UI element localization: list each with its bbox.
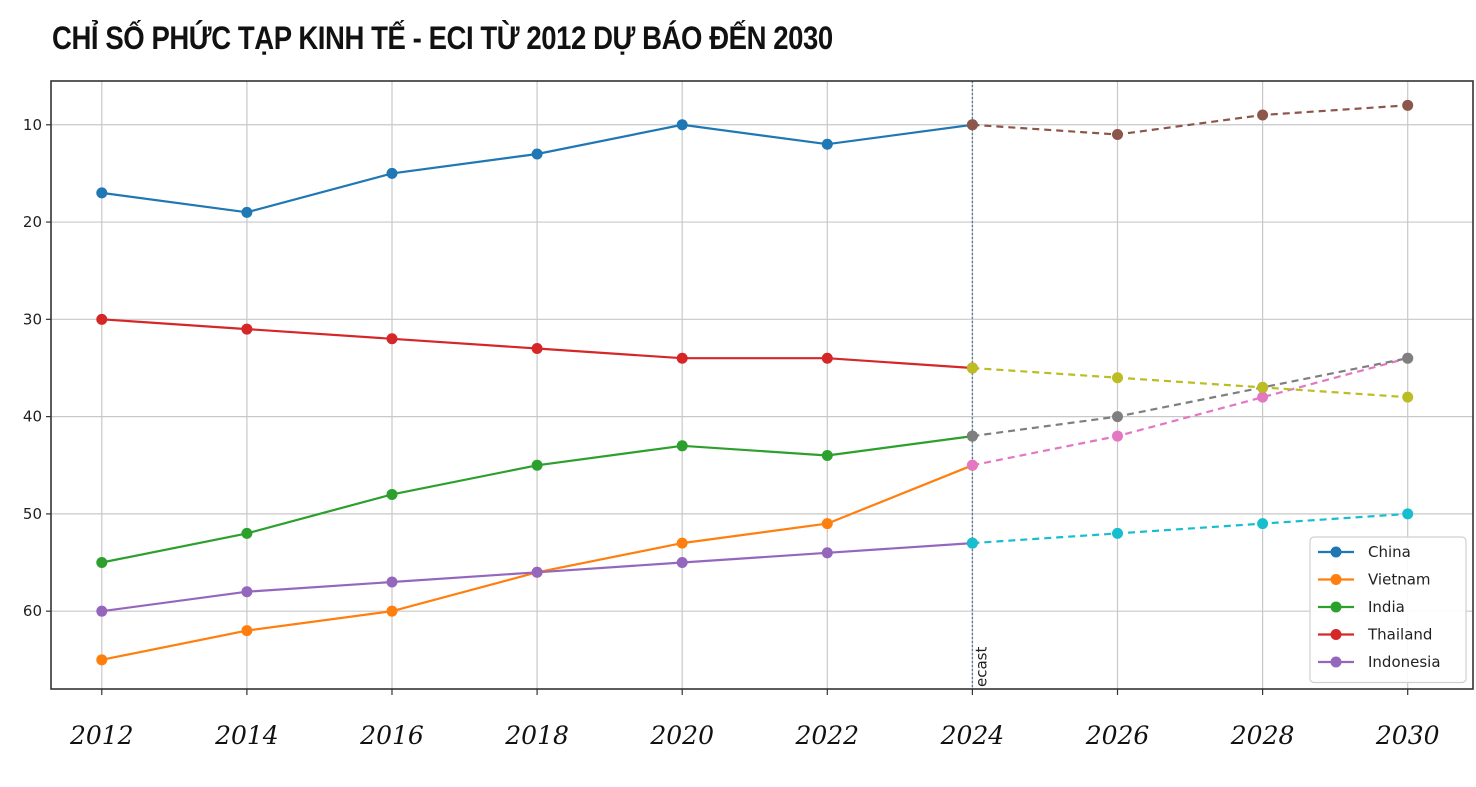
series-point-4-5	[821, 547, 833, 559]
legend-marker	[1330, 546, 1342, 558]
forecast-point-4-0	[966, 537, 978, 549]
forecast-label: ecast	[972, 647, 990, 687]
series-point-3-1	[241, 323, 253, 335]
forecast-point-4-1	[1112, 527, 1123, 539]
y-tick-label: 50	[23, 505, 42, 523]
series-points	[96, 99, 1414, 666]
series-point-1-1	[241, 625, 253, 637]
y-tick-label: 40	[23, 408, 42, 426]
forecast-line-0	[972, 104, 1408, 136]
series-point-4-4	[676, 557, 688, 569]
series-point-3-4	[676, 352, 688, 364]
forecast-point-0-3	[1402, 99, 1414, 111]
series-point-2-5	[821, 450, 833, 462]
forecast-point-3-2	[1257, 381, 1269, 393]
legend-marker	[1330, 629, 1342, 640]
forecast-line-1	[972, 357, 1408, 467]
x-tick-label: 2030	[1375, 721, 1440, 750]
forecast-point-1-2	[1257, 391, 1269, 403]
forecast-line-4	[972, 512, 1408, 545]
legend-label: China	[1368, 543, 1411, 561]
series-point-4-1	[241, 586, 253, 598]
series-point-3-0	[96, 313, 108, 325]
legend-box	[1309, 536, 1467, 684]
forecast-point-4-3	[1402, 508, 1414, 520]
y-tick-label: 20	[23, 213, 42, 231]
forecast-point-0-2	[1257, 109, 1269, 121]
forecast-point-0-1	[1112, 129, 1123, 141]
series-point-3-5	[821, 352, 833, 364]
series-point-2-4	[676, 440, 688, 452]
y-tick-label: 10	[23, 116, 42, 134]
x-tick-label: 2026	[1085, 721, 1150, 750]
series-point-1-0	[96, 654, 108, 666]
forecast-point-2-1	[1112, 411, 1123, 423]
series-point-0-0	[96, 187, 108, 199]
forecast-divider: ecast	[971, 81, 990, 689]
legend-marker	[1330, 656, 1342, 668]
forecast-line-3	[972, 366, 1408, 399]
forecast-point-1-1	[1112, 430, 1123, 442]
grid-lines	[51, 81, 1473, 689]
series-point-0-2	[386, 167, 398, 179]
series-point-1-4	[676, 537, 688, 549]
forecast-point-2-0	[966, 430, 978, 442]
x-tick-label: 2028	[1230, 721, 1295, 750]
y-tick-label: 30	[23, 310, 42, 328]
x-axis-ticks: 2012 2014 2016 2018 2020 2022 2024 2026 2028 2030	[69, 689, 1440, 750]
series-point-1-5	[821, 518, 833, 530]
series-point-4-2	[386, 576, 398, 588]
series-point-4-0	[96, 605, 108, 617]
series-point-1-2	[386, 605, 398, 617]
y-axis-ticks: 10 20 30 40 50 60	[23, 116, 51, 620]
forecast-line-2	[972, 357, 1408, 438]
legend-label: India	[1368, 598, 1405, 616]
series-point-2-3	[531, 459, 543, 471]
legend-marker	[1330, 574, 1342, 585]
series-point-3-3	[531, 343, 543, 355]
x-tick-label: 2022	[794, 721, 859, 750]
forecast-point-1-0	[966, 459, 978, 471]
legend-label: Thailand	[1367, 626, 1432, 644]
forecast-point-3-0	[966, 362, 978, 374]
series-point-4-3	[531, 566, 543, 578]
legend: China Vietnam India Thailand Indonesia	[1309, 536, 1467, 684]
series-point-0-4	[676, 119, 688, 131]
series-point-2-2	[386, 488, 398, 500]
series-point-2-1	[241, 527, 253, 539]
forecast-point-0-0	[966, 119, 978, 131]
plot-area-frame	[50, 80, 1474, 690]
series-point-3-2	[386, 333, 398, 345]
x-tick-label: 2020	[649, 721, 714, 750]
series-point-0-1	[241, 206, 253, 218]
legend-label: Vietnam	[1368, 571, 1431, 589]
legend-marker	[1330, 601, 1342, 613]
y-tick-label: 60	[23, 602, 42, 620]
chart-title: CHỈ SỐ PHỨC TẠP KINH TẾ - ECI TỪ 2012 DỰ…	[52, 20, 833, 56]
x-tick-label: 2012	[69, 721, 134, 750]
series-point-0-3	[531, 148, 543, 160]
forecast-point-3-3	[1402, 391, 1414, 403]
series-lines	[101, 104, 1408, 661]
x-tick-label: 2014	[214, 721, 279, 750]
forecast-point-2-3	[1402, 352, 1414, 364]
x-tick-label: 2024	[940, 721, 1005, 750]
forecast-point-4-2	[1257, 518, 1269, 530]
x-tick-label: 2018	[504, 721, 569, 750]
legend-label: Indonesia	[1368, 653, 1441, 671]
series-point-0-5	[821, 138, 833, 150]
forecast-point-3-1	[1112, 372, 1123, 384]
x-tick-label: 2016	[359, 721, 424, 750]
series-point-2-0	[96, 557, 108, 569]
